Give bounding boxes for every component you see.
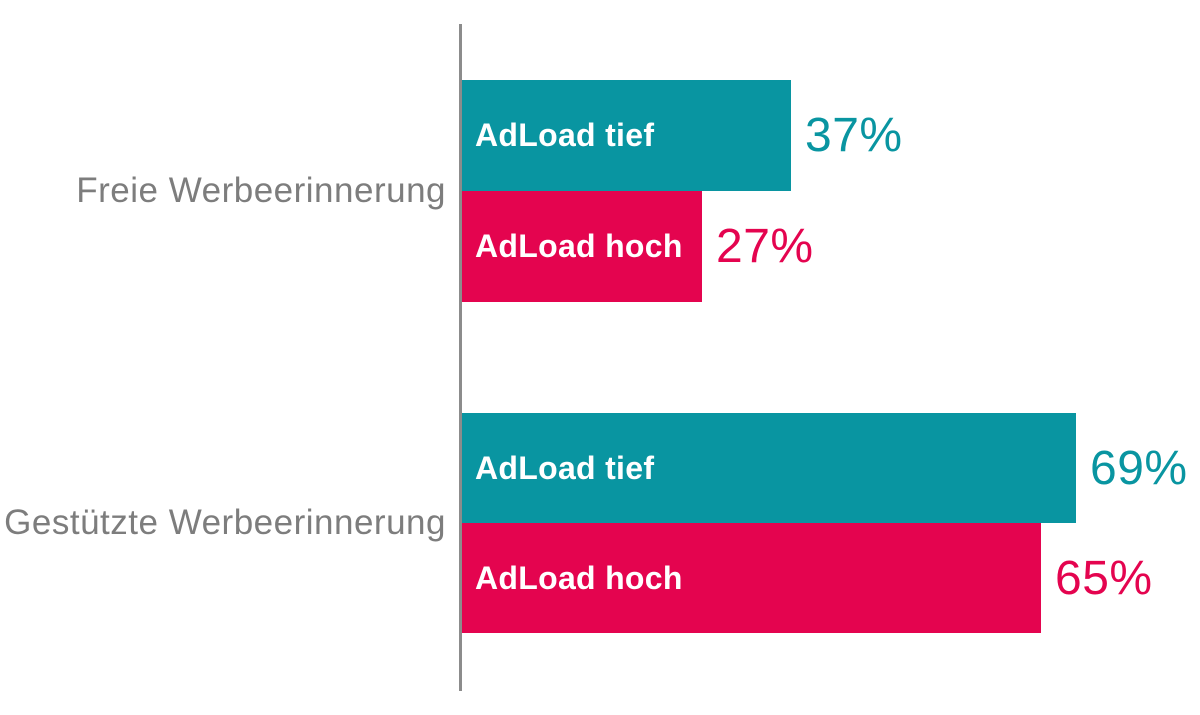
category-label-freie-werbeerinnerung: Freie Werbeerinnerung [76,171,446,210]
bar-freie-adload-hoch: AdLoad hoch [462,191,702,302]
bar-value-label: 69% [1090,441,1188,495]
bar-value-label: 37% [805,109,903,162]
bar-series-label: AdLoad hoch [475,559,683,596]
bar-series-label: AdLoad tief [475,449,655,486]
bar-row-gestuetzte-adload-hoch: AdLoad hoch 65% [462,523,1153,633]
bar-series-label: AdLoad tief [475,117,655,153]
category-label-gestuetzte-werbeerinnerung: Gestützte Werbeerinnerung [4,503,446,542]
bar-gestuetzte-adload-hoch: AdLoad hoch [462,523,1041,633]
bar-freie-adload-tief: AdLoad tief [462,80,791,191]
bar-row-gestuetzte-adload-tief: AdLoad tief 69% [462,413,1188,523]
bar-row-freie-adload-hoch: AdLoad hoch 27% [462,191,814,302]
bar-value-label: 65% [1055,551,1153,605]
bar-series-label: AdLoad hoch [475,228,683,264]
bar-row-freie-adload-tief: AdLoad tief 37% [462,80,903,191]
y-axis-line [459,24,462,691]
bar-gestuetzte-adload-tief: AdLoad tief [462,413,1076,523]
bar-value-label: 27% [716,220,814,273]
